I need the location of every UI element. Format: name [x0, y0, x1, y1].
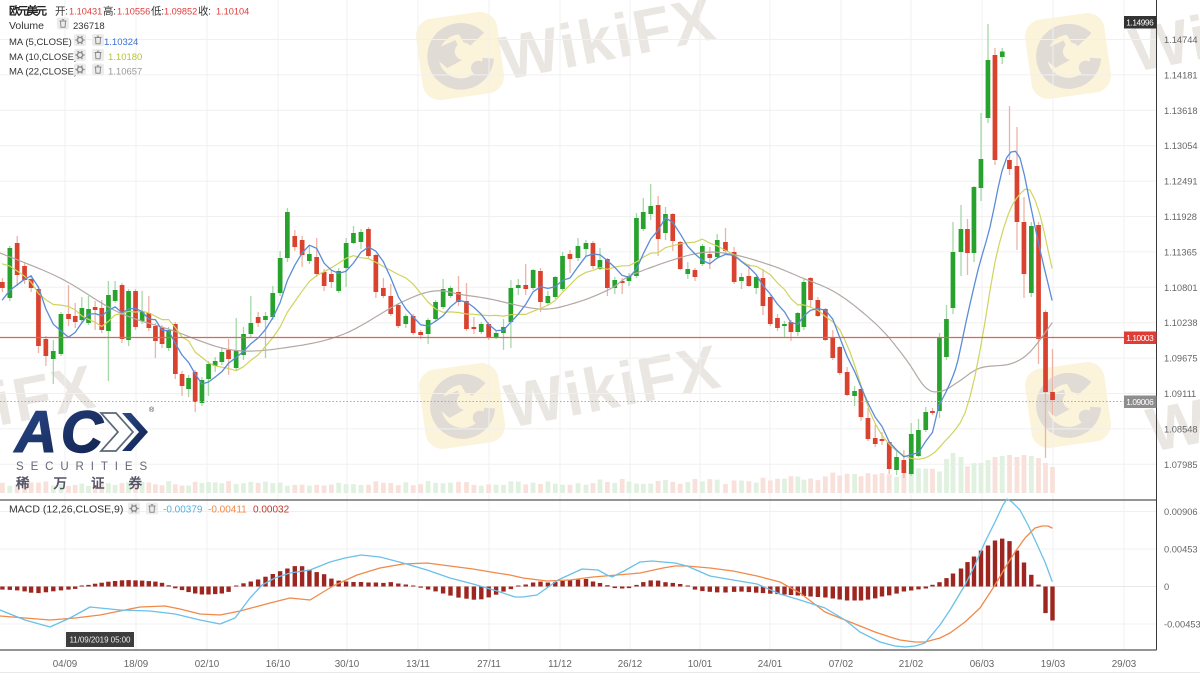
svg-text:1.09006: 1.09006 — [1126, 397, 1154, 407]
svg-text:1.11365: 1.11365 — [1164, 247, 1197, 257]
svg-text:1.14181: 1.14181 — [1164, 70, 1198, 80]
svg-text:1.10431: 1.10431 — [69, 7, 102, 17]
svg-text:1.14996: 1.14996 — [1126, 18, 1154, 28]
svg-text:AC: AC — [13, 400, 107, 465]
svg-text:高:: 高: — [103, 5, 116, 18]
svg-text:稀万证券: 稀万证券 — [16, 475, 166, 491]
svg-text:21/02: 21/02 — [899, 659, 924, 670]
svg-text:1.08548: 1.08548 — [1164, 424, 1198, 434]
svg-text:18/09: 18/09 — [124, 659, 149, 670]
svg-text:1.10801: 1.10801 — [1164, 283, 1198, 293]
svg-text:29/03: 29/03 — [1112, 659, 1137, 670]
svg-text:1.10324: 1.10324 — [104, 37, 138, 48]
svg-text:MA (10,CLOSE): MA (10,CLOSE) — [9, 52, 77, 63]
svg-text:16/10: 16/10 — [266, 659, 291, 670]
svg-text:07/02: 07/02 — [829, 659, 854, 670]
svg-text:-0.00379: -0.00379 — [163, 505, 203, 516]
svg-text:-0.00411: -0.00411 — [208, 505, 247, 516]
svg-text:1.09111: 1.09111 — [1164, 389, 1196, 399]
svg-text:1.10003: 1.10003 — [1126, 333, 1154, 343]
svg-text:24/01: 24/01 — [758, 659, 783, 670]
svg-text:11/12: 11/12 — [548, 659, 572, 670]
svg-text:1.10104: 1.10104 — [216, 7, 249, 17]
svg-text:开:: 开: — [55, 6, 68, 18]
svg-text:欧元/美元: 欧元/美元 — [9, 4, 47, 18]
svg-text:1.10657: 1.10657 — [108, 67, 142, 78]
svg-text:19/03: 19/03 — [1041, 659, 1066, 670]
svg-text:Volume: Volume — [9, 20, 44, 32]
svg-text:1.09675: 1.09675 — [1164, 354, 1198, 364]
svg-text:1.14744: 1.14744 — [1164, 35, 1198, 45]
svg-text:1.12491: 1.12491 — [1164, 177, 1198, 187]
svg-text:02/10: 02/10 — [195, 659, 220, 670]
svg-text:0: 0 — [1164, 582, 1169, 592]
svg-text:0.00032: 0.00032 — [253, 505, 290, 516]
svg-text:1.10556: 1.10556 — [117, 7, 150, 17]
svg-text:06/03: 06/03 — [970, 659, 995, 670]
svg-text:-0.00453: -0.00453 — [1164, 620, 1200, 630]
svg-text:1.10180: 1.10180 — [108, 52, 142, 63]
svg-text:MA (5,CLOSE): MA (5,CLOSE) — [9, 37, 72, 48]
svg-text:26/12: 26/12 — [618, 659, 643, 670]
svg-text:收 :: 收 : — [198, 5, 211, 18]
svg-text:1.09852: 1.09852 — [164, 7, 197, 17]
svg-text:®: ® — [149, 406, 155, 414]
svg-text:27/11: 27/11 — [477, 659, 501, 670]
svg-text:1.10238: 1.10238 — [1164, 318, 1198, 328]
svg-text:1.07985: 1.07985 — [1164, 460, 1198, 470]
svg-text:13/11: 13/11 — [406, 659, 430, 670]
svg-text:1.13618: 1.13618 — [1164, 106, 1198, 116]
svg-text:0.00906: 0.00906 — [1164, 507, 1198, 517]
svg-text:30/10: 30/10 — [335, 659, 360, 670]
svg-text:1.13054: 1.13054 — [1164, 141, 1198, 151]
svg-text:236718: 236718 — [73, 21, 105, 32]
svg-text:04/09: 04/09 — [53, 659, 78, 670]
svg-text:11/09/2019 05:00: 11/09/2019 05:00 — [70, 636, 132, 645]
svg-text:MA (22,CLOSE): MA (22,CLOSE) — [9, 67, 77, 78]
svg-text:低:: 低: — [151, 5, 164, 18]
svg-text:SECURITIES: SECURITIES — [16, 461, 154, 473]
svg-text:10/01: 10/01 — [688, 659, 713, 670]
svg-text:1.11928: 1.11928 — [1164, 212, 1197, 222]
svg-text:0.00453: 0.00453 — [1164, 545, 1198, 555]
svg-text:MACD (12,26,CLOSE,9): MACD (12,26,CLOSE,9) — [9, 504, 123, 516]
